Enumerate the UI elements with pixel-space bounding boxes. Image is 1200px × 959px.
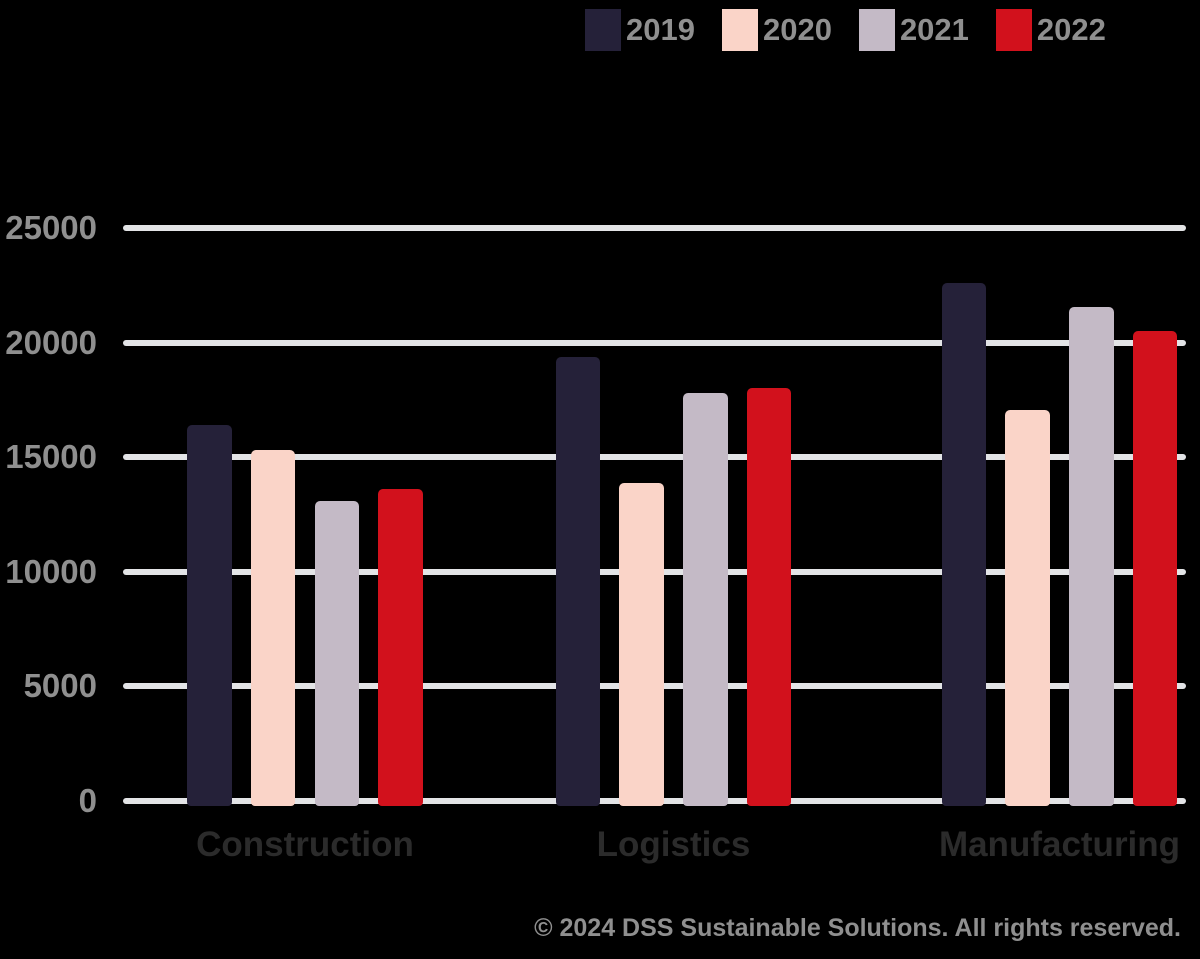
x-axis-category-label: Logistics [596,825,751,864]
legend-color-swatch [585,9,621,51]
legend-item-label: 2019 [626,12,695,47]
y-axis-tick-label: 10000 [5,552,97,590]
legend-item-label: 2021 [899,12,969,47]
bar-2019-construction [187,424,232,806]
legend-item-2022: 2022 [995,9,1106,51]
copyright-text: © 2024 DSS Sustainable Solutions. All ri… [534,914,1181,942]
bar-2020-manufacturing [1005,410,1050,806]
bar-2020-construction [250,450,296,806]
legend-color-swatch [721,9,758,51]
y-axis-tick-label: 15000 [5,438,97,475]
bar-2019-manufacturing [941,282,987,806]
bar-2020-logistics [619,483,664,806]
gridline [123,339,1186,346]
y-axis-tick-label: 5000 [23,667,97,704]
legend-item-label: 2020 [762,12,832,47]
y-axis-tick-label: 25000 [5,209,97,246]
x-axis-category-label: Construction [196,825,414,864]
legend-item-2020: 2020 [721,9,832,51]
bar-2019-logistics [555,357,601,806]
bar-2021-logistics [683,392,728,806]
legend-color-swatch [995,9,1032,51]
legend-item-label: 2022 [1036,12,1106,47]
bar-2022-construction [378,489,423,806]
legend-item-2019: 2019 [585,9,695,51]
legend-color-swatch [858,9,895,51]
y-axis-tick-label: 0 [78,781,97,819]
gridline [123,225,1186,231]
legend-item-2021: 2021 [858,9,969,51]
gridline [123,454,1186,460]
bar-2021-manufacturing [1069,307,1114,806]
legend: 2019 2020 2021 2022 [585,9,1106,51]
y-axis-tick-label: 20000 [5,323,97,361]
bar-2022-logistics [746,388,792,806]
x-axis-category-label: Manufacturing [938,825,1181,864]
bar-2021-construction [314,500,360,806]
bar-2022-manufacturing [1132,331,1178,806]
